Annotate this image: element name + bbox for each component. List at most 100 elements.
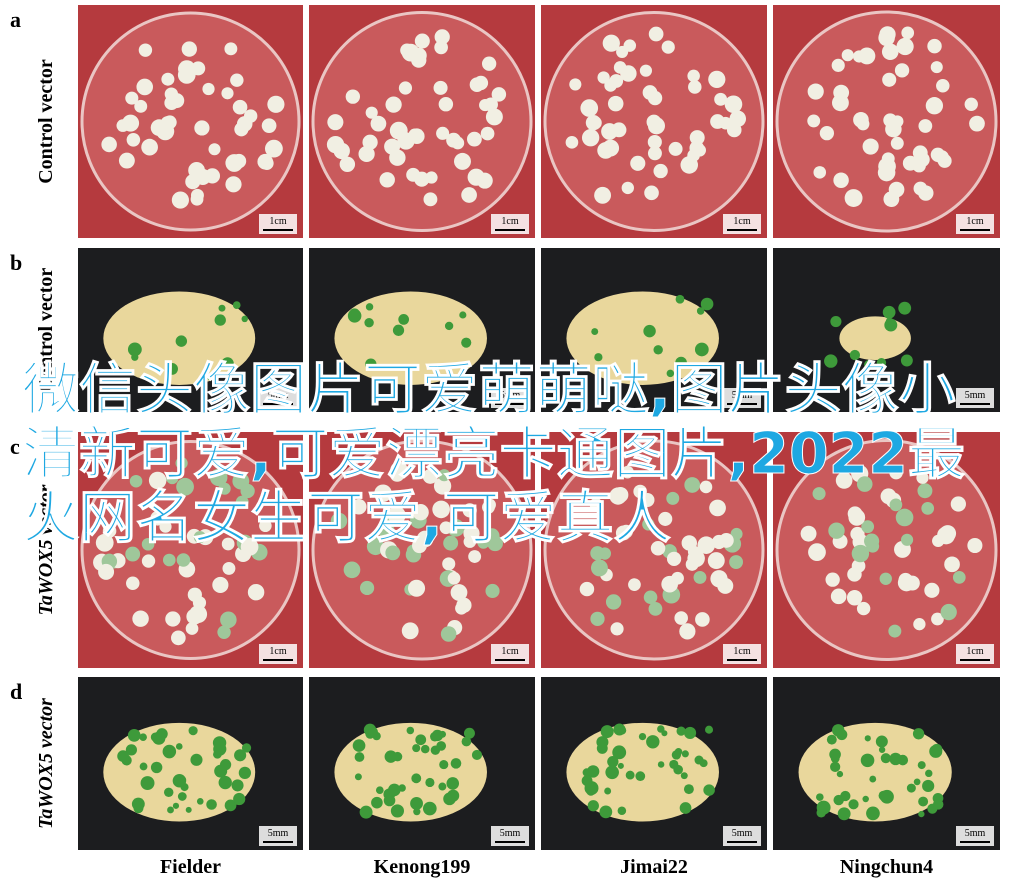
callus	[438, 96, 454, 112]
callus	[605, 594, 622, 610]
callus	[389, 466, 405, 482]
callus	[940, 603, 957, 621]
scale-bar-label: 1cm	[269, 646, 286, 657]
callus	[224, 42, 238, 56]
shoot	[906, 783, 916, 793]
callus	[589, 497, 603, 511]
callus	[485, 583, 500, 599]
shoot	[657, 725, 665, 733]
shoot	[177, 792, 187, 801]
callus	[918, 119, 933, 133]
shoot	[413, 808, 421, 816]
overlay-text: 微信头像图片可爱萌萌哒,图片头像小清新可爱,可爱漂亮卡通图片,2022最火网名女…	[22, 357, 966, 551]
shoot	[830, 315, 842, 328]
shoot	[830, 754, 840, 763]
callus	[433, 477, 452, 495]
shoot	[581, 775, 593, 787]
callus	[365, 106, 378, 119]
shoot	[617, 762, 624, 769]
callus	[610, 622, 624, 636]
callus	[889, 498, 903, 512]
callus	[601, 123, 618, 140]
scale-bar-label: 5mm	[965, 390, 986, 401]
shoot	[607, 756, 619, 768]
shoot	[700, 297, 714, 311]
callus	[125, 546, 141, 562]
shoot	[439, 730, 447, 738]
callus	[212, 576, 229, 594]
scale-bar-label: 5mm	[732, 390, 753, 401]
callus	[883, 113, 898, 128]
callus	[209, 468, 228, 487]
callus	[864, 533, 880, 549]
callus	[856, 601, 871, 616]
callus	[724, 95, 743, 114]
shoot	[604, 787, 612, 795]
callus	[387, 506, 406, 525]
callus	[658, 511, 673, 526]
shoot	[666, 369, 675, 378]
callus	[450, 584, 468, 601]
callus	[847, 567, 862, 582]
callus	[178, 60, 196, 78]
callus	[844, 189, 863, 207]
callus	[161, 72, 175, 86]
shoot	[238, 766, 252, 779]
shoot	[233, 792, 246, 806]
shoot	[127, 728, 141, 742]
callus	[467, 168, 485, 186]
callus	[684, 477, 701, 493]
callus	[434, 40, 448, 55]
callus	[615, 525, 631, 541]
shoot	[232, 301, 241, 309]
callus	[489, 110, 503, 124]
callus	[831, 58, 845, 72]
callus	[668, 141, 683, 156]
shoot	[384, 750, 398, 763]
scale-bar-label: 5mm	[500, 390, 521, 401]
shoot	[600, 725, 614, 739]
shoot	[885, 317, 894, 325]
column-label: Ningchun4	[840, 856, 933, 878]
callus	[126, 132, 141, 147]
callus	[378, 523, 395, 540]
shoot	[218, 775, 232, 790]
shoot	[837, 807, 851, 821]
shoot	[669, 759, 679, 769]
callus	[454, 152, 471, 170]
shoot	[234, 749, 247, 762]
shoot	[410, 797, 423, 810]
callus	[585, 115, 602, 131]
shoot	[918, 810, 925, 818]
shoot	[653, 345, 663, 355]
shoot	[848, 799, 859, 810]
shoot	[420, 744, 430, 754]
shoot	[599, 805, 613, 819]
shoot	[388, 783, 401, 797]
photo	[309, 432, 535, 668]
shoot	[411, 773, 422, 784]
callus	[194, 120, 210, 136]
shoot	[819, 805, 828, 814]
shoot	[643, 324, 656, 338]
callus	[881, 152, 895, 166]
callus	[693, 570, 707, 584]
callus	[913, 618, 926, 631]
callus	[580, 99, 599, 117]
callus	[848, 509, 866, 526]
callus	[699, 480, 713, 494]
shoot	[587, 800, 599, 812]
callus	[718, 533, 734, 548]
callus	[483, 97, 498, 112]
callus	[141, 554, 156, 568]
side-label: TaWOX5 vector	[35, 698, 57, 829]
photo	[309, 5, 535, 238]
callus	[647, 90, 663, 106]
photo	[78, 677, 303, 850]
shoot	[166, 362, 178, 375]
callus	[807, 83, 824, 100]
shoot	[188, 726, 198, 736]
shoot	[221, 357, 234, 370]
